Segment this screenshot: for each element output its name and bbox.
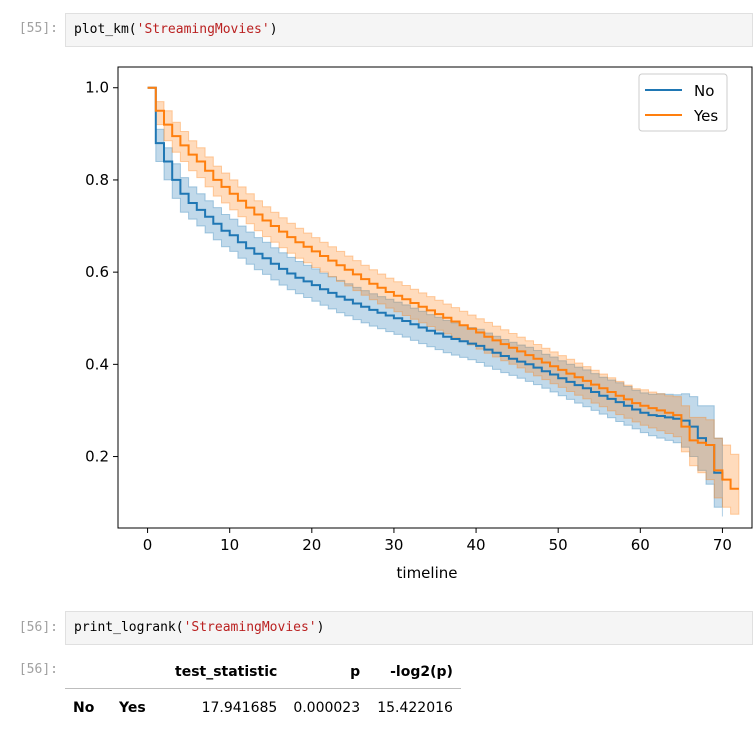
legend-label-yes: Yes bbox=[693, 107, 718, 125]
code-cell-56[interactable]: print_logrank('StreamingMovies') bbox=[65, 611, 753, 645]
x-tick-label: 50 bbox=[549, 536, 568, 554]
y-tick-label: 0.8 bbox=[85, 171, 109, 189]
y-tick-label: 1.0 bbox=[85, 79, 109, 97]
legend: No Yes bbox=[638, 73, 728, 132]
x-tick-label: 40 bbox=[467, 536, 486, 554]
column-header-p: p bbox=[350, 663, 361, 680]
column-header-test-statistic: test_statistic bbox=[175, 663, 278, 680]
x-tick-label: 20 bbox=[302, 536, 321, 554]
logrank-table: test_statistic p -log2(p) No Yes 17.9416… bbox=[65, 655, 461, 727]
table-header-row: test_statistic p -log2(p) bbox=[65, 655, 461, 689]
confidence-band-no bbox=[147, 87, 723, 517]
survival-line-yes bbox=[147, 86, 739, 490]
code-close-paren: ) bbox=[269, 22, 278, 37]
code-cell-55[interactable]: plot_km('StreamingMovies') bbox=[65, 13, 753, 47]
cell-test-statistic: 17.941685 bbox=[201, 700, 278, 716]
x-tick-label: 0 bbox=[143, 536, 153, 554]
confidence-band-yes bbox=[147, 87, 740, 515]
plot-frame bbox=[117, 66, 753, 529]
cell-p: 0.000023 bbox=[293, 700, 361, 716]
x-tick-label: 70 bbox=[713, 536, 732, 554]
x-tick-label: 10 bbox=[220, 536, 239, 554]
code-function: plot_km( bbox=[74, 22, 137, 37]
x-tick-label: 60 bbox=[631, 536, 650, 554]
index-header bbox=[111, 655, 161, 689]
index-header bbox=[65, 655, 111, 689]
y-tick-label: 0.4 bbox=[85, 355, 109, 373]
cell-neg-log2-p: 15.422016 bbox=[377, 700, 453, 716]
code-string-arg: 'StreamingMovies' bbox=[183, 620, 317, 635]
y-tick-label: 0.6 bbox=[85, 263, 109, 281]
kaplan-meier-chart: 0 10 20 30 40 50 60 70 0.2 0.4 0.6 0.8 1.0 timeline… bbox=[85, 66, 753, 582]
survival-line-no bbox=[147, 86, 724, 480]
output-prompt-56: [56]: bbox=[18, 662, 58, 677]
table-row: No Yes 17.941685 0.000023 15.422016 bbox=[65, 689, 461, 728]
legend-label-no: No bbox=[694, 82, 714, 100]
code-function: print_logrank( bbox=[74, 620, 184, 635]
row-index-no: No bbox=[73, 700, 95, 716]
row-index-yes: Yes bbox=[119, 700, 146, 716]
code-close-paren: ) bbox=[316, 620, 325, 635]
input-prompt-55: [55]: bbox=[18, 21, 58, 36]
y-tick-label: 0.2 bbox=[85, 448, 109, 466]
column-header-neg-log2-p: -log2(p) bbox=[390, 663, 453, 680]
x-tick-label: 30 bbox=[384, 536, 403, 554]
code-string-arg: 'StreamingMovies' bbox=[136, 22, 270, 37]
input-prompt-56: [56]: bbox=[18, 620, 58, 635]
x-axis-label: timeline bbox=[397, 564, 458, 582]
